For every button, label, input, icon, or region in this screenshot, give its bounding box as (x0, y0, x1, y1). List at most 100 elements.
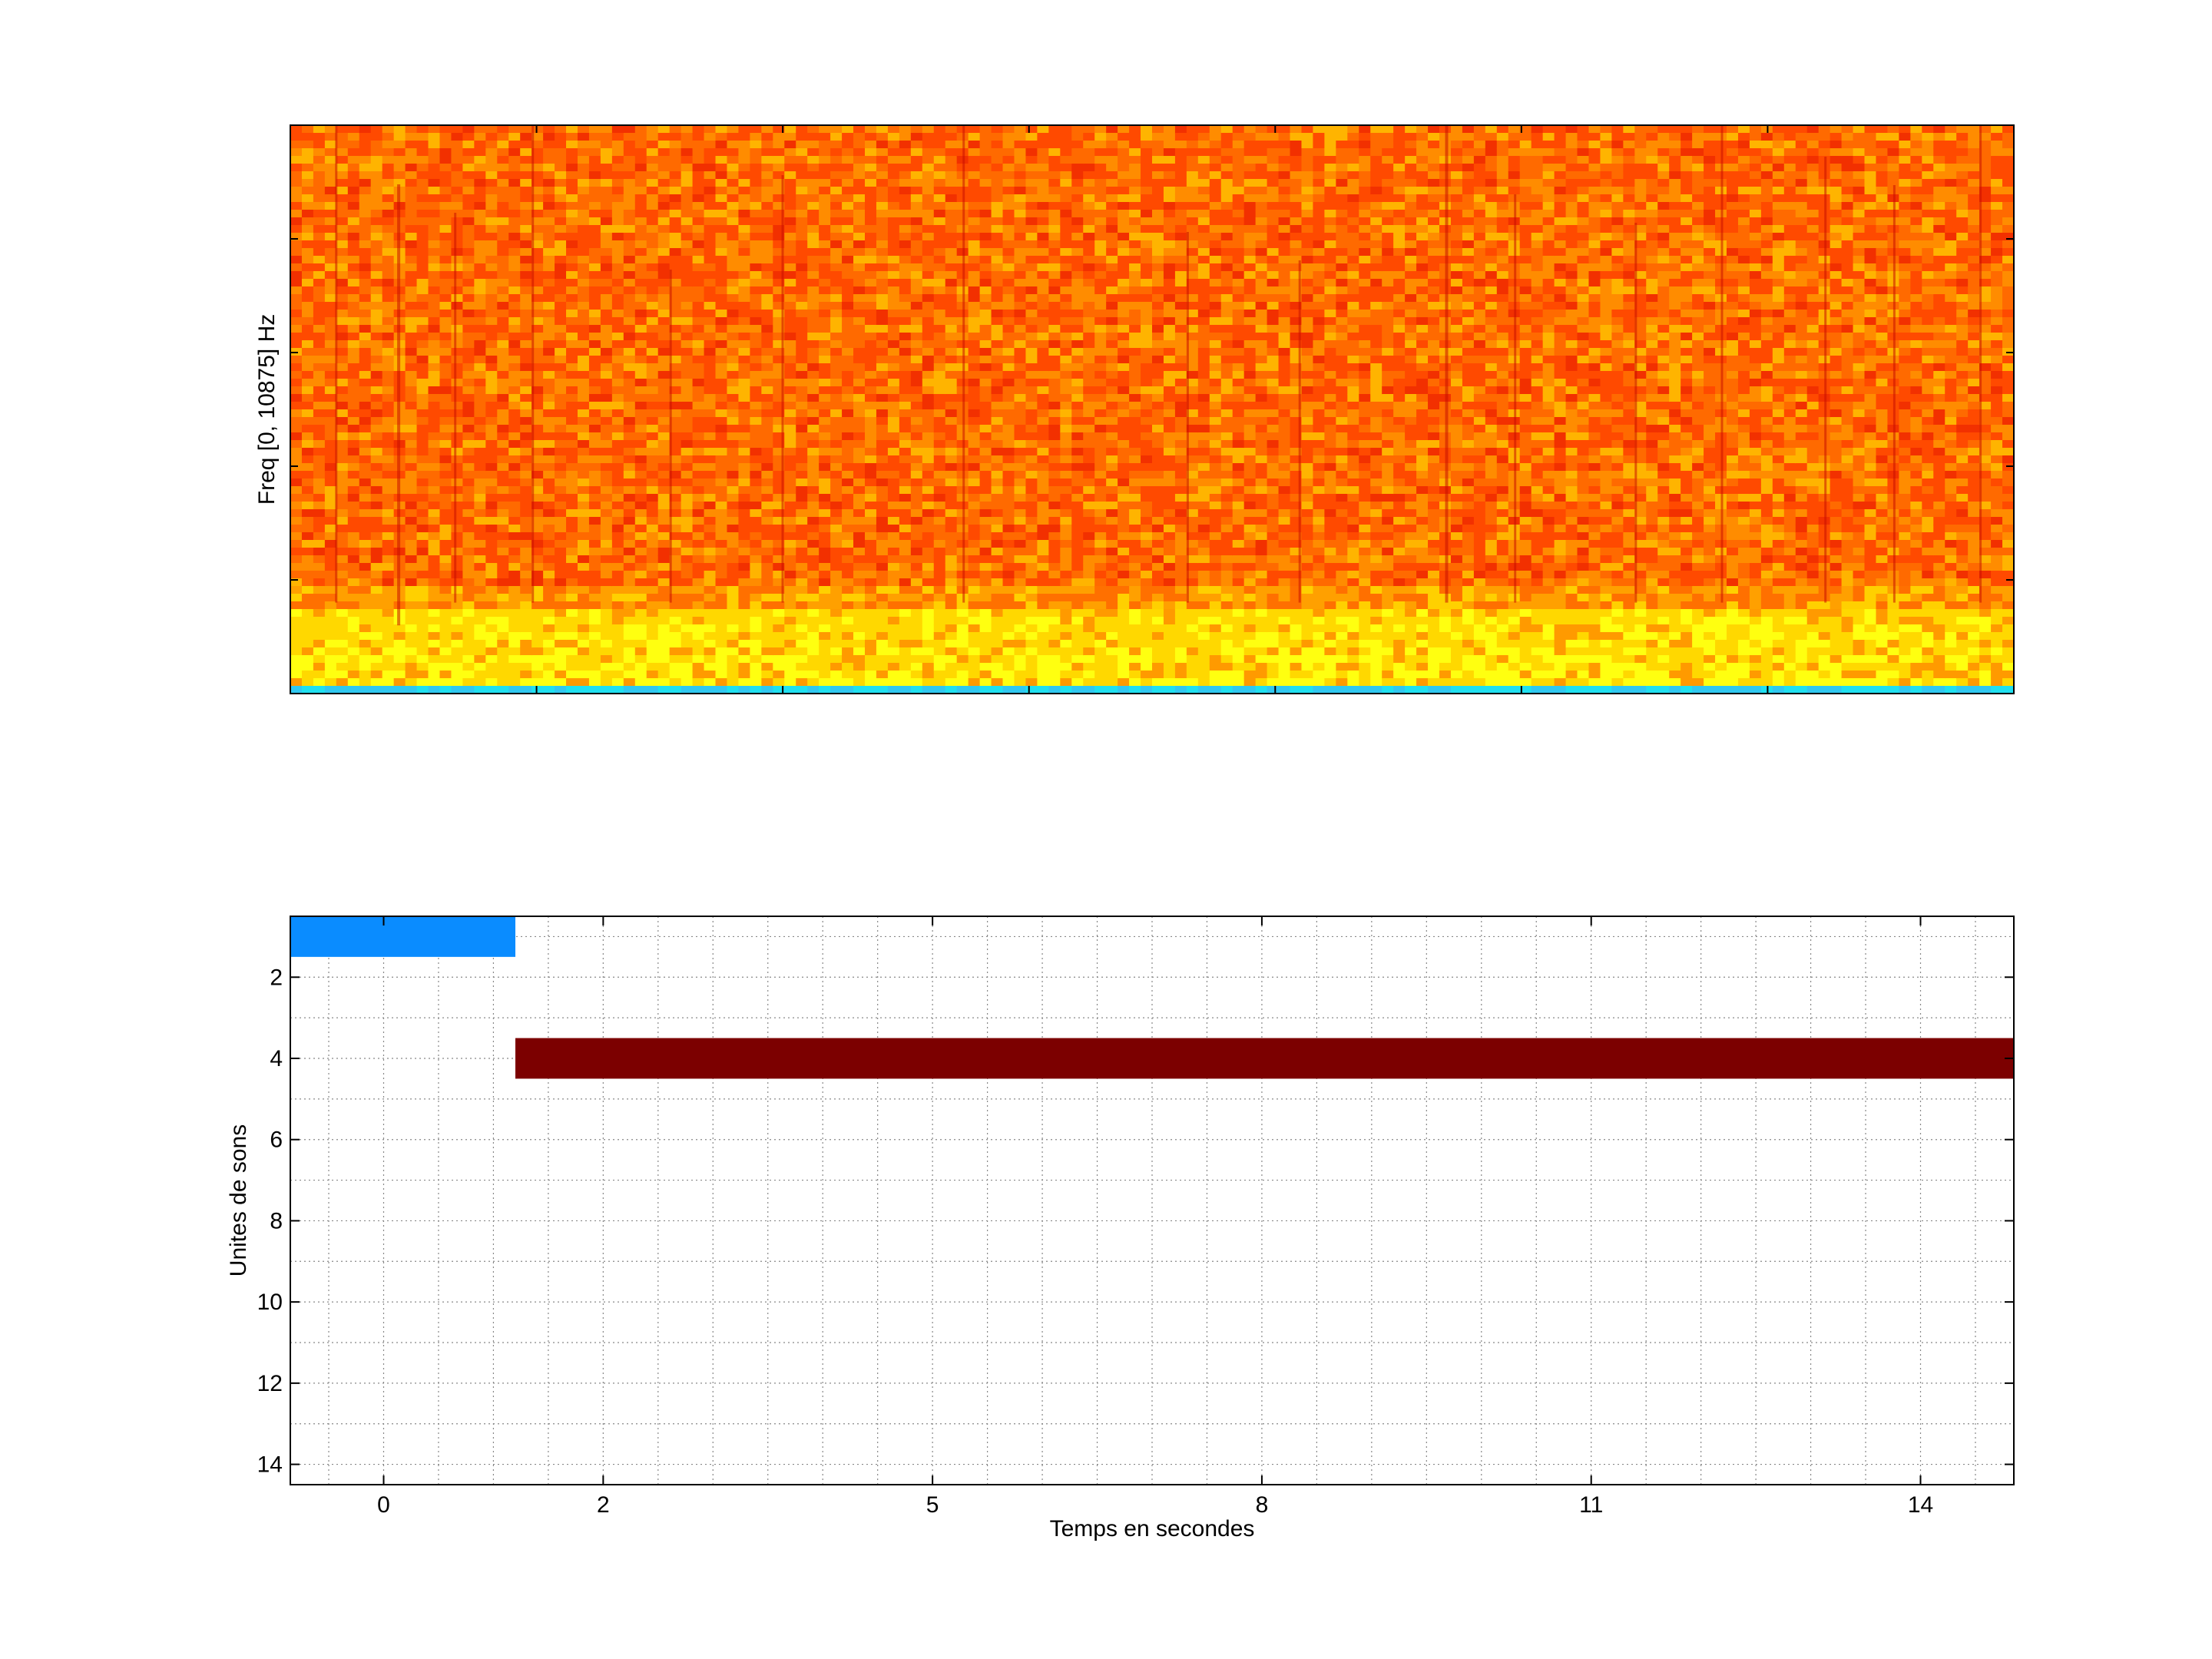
spectrogram-cell (600, 333, 613, 341)
spectrogram-cell (784, 563, 796, 571)
spectrogram-cell (451, 217, 463, 226)
spectrogram-cell (796, 240, 808, 249)
spectrogram-cell (359, 647, 372, 656)
spectrogram-cell (600, 555, 613, 564)
spectrogram-cell (451, 164, 463, 172)
spectrogram-cell (646, 402, 659, 410)
spectrogram-cell (462, 517, 475, 525)
spectrogram-cell (405, 571, 418, 579)
spectrogram-cell (336, 663, 349, 671)
spectrogram-cell (738, 671, 750, 679)
spectrogram-cell (646, 486, 659, 495)
spectrogram-cell (474, 202, 486, 210)
spectrogram-cell (588, 394, 601, 402)
spectrogram-cell (370, 409, 383, 418)
spectrogram-cell (865, 325, 877, 333)
spectrogram-cell (405, 294, 418, 303)
spectrogram-cell (451, 486, 463, 495)
spectrogram-cell (1037, 317, 1049, 326)
spectrogram-cell (1002, 586, 1015, 594)
spectrogram-cell (301, 356, 314, 364)
spectrogram-cell (359, 563, 372, 571)
spectrogram-cell (531, 310, 544, 318)
spectrogram-cell (680, 532, 694, 541)
spectrogram-cell (359, 525, 372, 533)
spectrogram-cell (370, 417, 383, 426)
spectrogram-cell (922, 601, 935, 610)
spectrogram-cell (704, 532, 717, 541)
spectrogram-cell (623, 440, 636, 449)
spectrogram-cell (497, 471, 509, 479)
spectrogram-cell (899, 133, 912, 141)
spectrogram-cell (727, 286, 740, 295)
spectrogram-cell (796, 125, 808, 134)
spectrogram-cell (290, 578, 303, 587)
spectrogram-cell (600, 502, 613, 510)
spectrogram-cell (405, 624, 418, 633)
spectrogram-cell (979, 417, 992, 426)
spectrogram-cell (474, 225, 486, 233)
spectrogram-cell (382, 340, 395, 349)
spectrogram-cell (979, 263, 992, 272)
spectrogram-cell (773, 647, 785, 656)
spectrogram-cell (313, 432, 326, 441)
spectrogram-cell (933, 210, 946, 218)
spectrogram-cell (347, 486, 360, 495)
spectrogram-cell (842, 671, 854, 679)
spectrogram-cell (910, 394, 923, 402)
spectrogram-cell (370, 448, 383, 456)
spectrogram-cell (405, 663, 418, 671)
spectrogram-cell (991, 686, 1004, 694)
spectrogram-cell (623, 386, 636, 395)
spectrogram-cell (761, 540, 773, 548)
spectrogram-cell (807, 240, 820, 249)
spectrogram-cell (405, 310, 418, 318)
spectrogram-cell (910, 217, 923, 226)
spectrogram-cell (634, 571, 647, 579)
spectrogram-cell (347, 279, 360, 287)
spectrogram-cell (968, 179, 981, 187)
spectrogram-cell (485, 640, 498, 648)
spectrogram-cell (555, 640, 567, 648)
spectrogram-cell (704, 125, 717, 134)
spectrogram-cell (588, 509, 601, 518)
spectrogram-cell (439, 371, 452, 379)
spectrogram-cell (761, 202, 773, 210)
spectrogram-cell (520, 532, 532, 541)
spectrogram-cell (301, 578, 314, 587)
spectrogram-cell (508, 655, 521, 664)
spectrogram-cell (750, 609, 762, 618)
spectrogram-cell (738, 271, 750, 280)
spectrogram-cell (497, 356, 509, 364)
spectrogram-cell (324, 240, 337, 249)
spectrogram-cell (347, 202, 360, 210)
spectrogram-cell (1037, 141, 1049, 149)
spectrogram-cell (715, 125, 728, 134)
spectrogram-cell (1014, 263, 1027, 272)
spectrogram-cell (807, 525, 820, 533)
spectrogram-cell (956, 663, 969, 671)
spectrogram-cell (979, 248, 992, 257)
spectrogram-cell (910, 271, 923, 280)
spectrogram-cell (945, 302, 958, 310)
spectrogram-cell (301, 225, 314, 233)
spectrogram-cell (761, 463, 773, 472)
spectrogram-cell (290, 425, 303, 433)
spectrogram-cell (497, 294, 509, 303)
spectrogram-cell (439, 133, 452, 141)
spectrogram-cell (497, 317, 509, 326)
spectrogram-cell (715, 417, 728, 426)
spectrogram-cell (922, 294, 935, 303)
spectrogram-cell (968, 148, 981, 157)
spectrogram-cell (347, 171, 360, 180)
spectrogram-cell (405, 409, 418, 418)
spectrogram-cell (945, 517, 958, 525)
spectrogram-cell (979, 663, 992, 671)
spectrogram-cell (1014, 164, 1027, 172)
spectrogram-cell (634, 210, 647, 218)
spectrogram-cell (531, 671, 544, 679)
spectrogram-cell (324, 571, 337, 579)
spectrogram-cell (462, 325, 475, 333)
spectrogram-cell (324, 417, 337, 426)
spectrogram-cell (474, 471, 486, 479)
